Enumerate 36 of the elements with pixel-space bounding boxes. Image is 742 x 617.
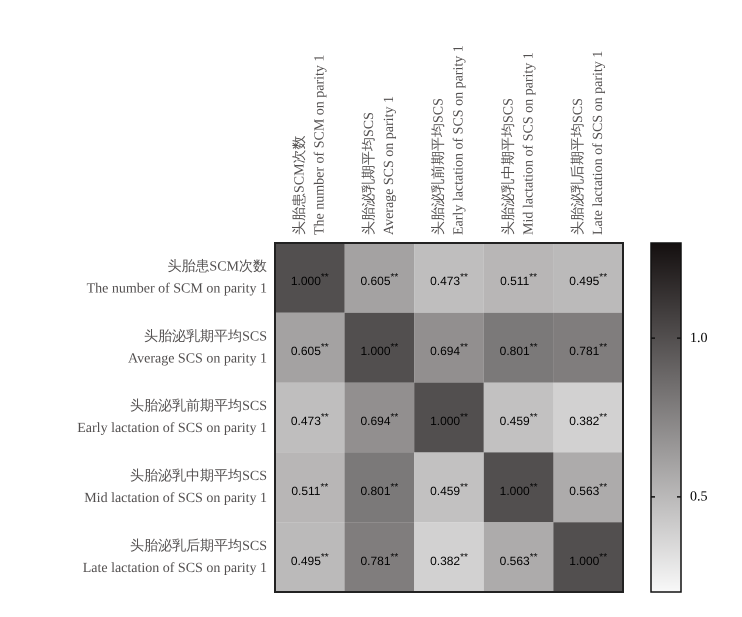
data-label: 0.563$^{**}$ (569, 480, 608, 498)
data-label: 0.511$^{**}$ (291, 480, 328, 498)
data-label: 0.694$^{**}$ (360, 410, 398, 428)
x-tick-label: 头胎泌乳期平均SCS Average SCS on parity 1 (361, 96, 398, 235)
data-label: 0.382$^{**}$ (569, 410, 608, 428)
y-tick-label: 头胎泌乳期平均SCS Average SCS on parity 1 (128, 328, 267, 366)
data-label: 0.563$^{**}$ (500, 550, 538, 568)
data-label: 0.801$^{**}$ (500, 341, 538, 358)
data-label: 0.495$^{**}$ (569, 271, 608, 288)
data-label: 1.000$^{**}$ (500, 480, 538, 498)
data-label: 1.000$^{**}$ (430, 410, 468, 428)
data-label: 1.000$^{**}$ (290, 271, 329, 288)
data-label: 0.459$^{**}$ (500, 410, 538, 428)
data-label: 0.781$^{**}$ (360, 550, 398, 568)
data-label: 0.781$^{**}$ (569, 341, 608, 358)
data-label: 0.511$^{**}$ (500, 271, 538, 288)
data-label: 0.459$^{**}$ (430, 480, 468, 498)
x-tick-label: 头胎泌乳前期平均SCS Early lactation of SCS on parity 1 (430, 45, 467, 235)
data-label: 0.473$^{**}$ (430, 271, 468, 288)
data-label: 0.473$^{**}$ (290, 410, 329, 428)
data-label: 0.801$^{**}$ (360, 480, 398, 498)
data-label: 1.000$^{**}$ (569, 550, 608, 568)
color-bar-label: 0.5 (690, 489, 708, 504)
data-label: 1.000$^{**}$ (360, 341, 398, 358)
data-label: 0.382$^{**}$ (430, 550, 468, 568)
data-label: 0.694$^{**}$ (430, 341, 468, 358)
x-tick-label: 头胎泌乳中期平均SCS Mid lactation of SCS on parity 1 (500, 52, 536, 235)
data-label: 0.605$^{**}$ (360, 271, 398, 288)
data-label: 0.605$^{**}$ (290, 341, 329, 358)
y-tick-label: 头胎泌乳前期平均SCS Early lactation of SCS on parity 1 (77, 398, 267, 436)
x-tick-label: 头胎泌乳后期平均SCS Late lactation of SCS on parity 1 (570, 50, 606, 235)
y-tick-label: 头胎泌乳中期平均SCS Mid lactation of SCS on parity 1 (84, 468, 267, 506)
y-tick-label: 头胎患SCM次数 The number of SCM on parity 1 (86, 258, 267, 297)
data-label: 0.495$^{**}$ (290, 550, 329, 568)
y-tick-label: 头胎泌乳后期平均SCS Late lactation of SCS on parity 1 (82, 538, 267, 576)
color-bar-label: 1.0 (690, 330, 708, 346)
